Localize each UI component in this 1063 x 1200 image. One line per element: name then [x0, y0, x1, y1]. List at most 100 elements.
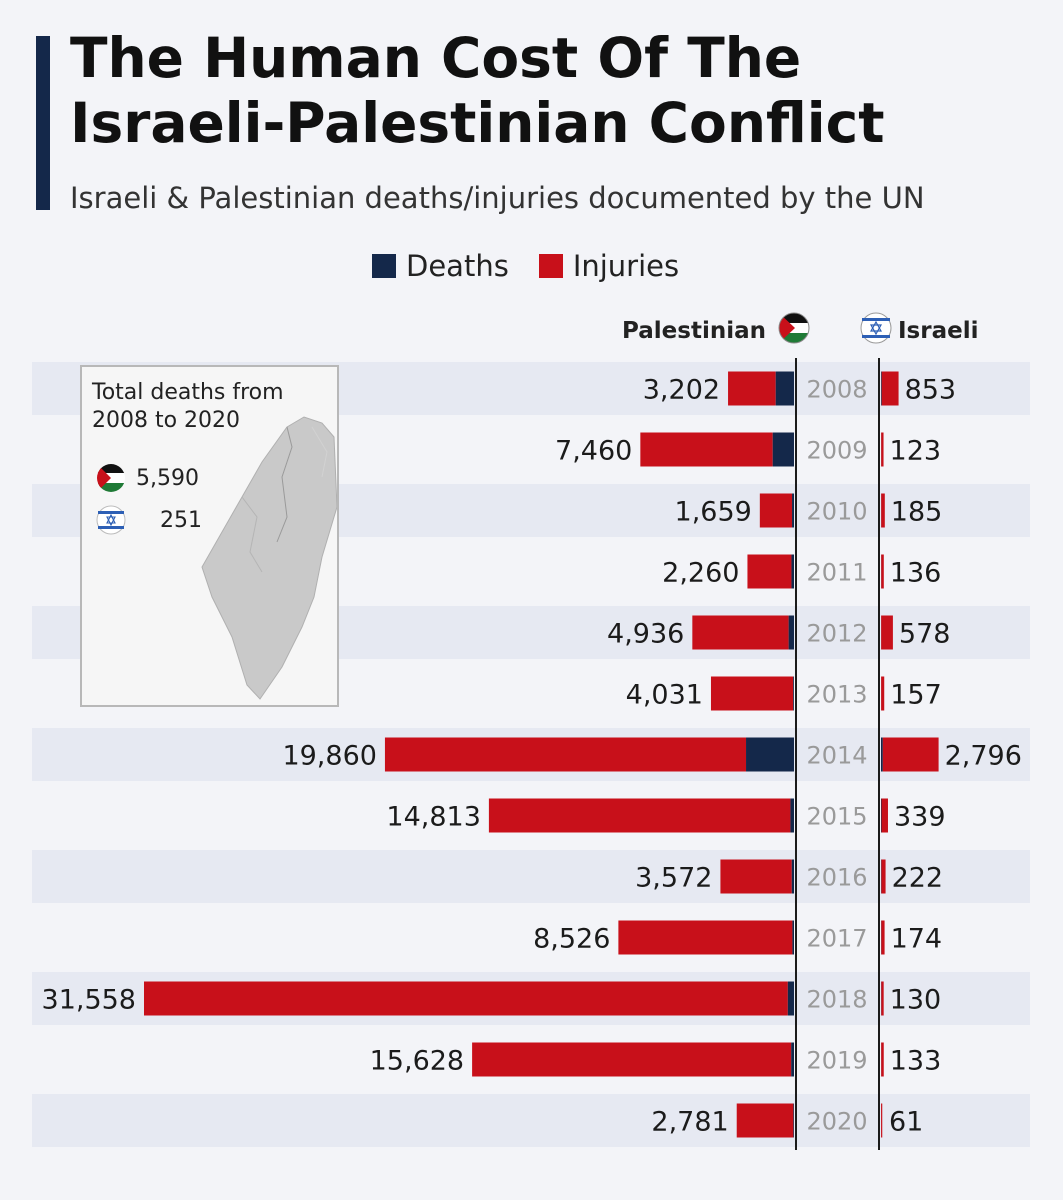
palestinian-value-label: 15,628	[370, 1046, 464, 1077]
palestinian-injuries-bar	[384, 737, 747, 772]
israeli-injuries-bar	[881, 1103, 883, 1138]
israeli-value-label: 2,796	[945, 741, 1022, 772]
legend-item-injuries: Injuries	[538, 249, 680, 283]
palestinian-value-label: 2,781	[651, 1107, 728, 1138]
palestinian-flag-icon	[97, 464, 125, 492]
total-deaths-inset: Total deaths from 2008 to 2020 5,590 251	[80, 365, 339, 707]
palestinian-value-label: 14,813	[386, 802, 480, 833]
palestinian-value-label: 7,460	[555, 436, 632, 467]
palestinian-value-label: 3,572	[635, 863, 712, 894]
israeli-value-label: 222	[892, 863, 944, 894]
palestinian-deaths-bar	[775, 371, 794, 406]
israeli-injuries-bar	[881, 798, 888, 833]
inset-title-line2: 2008 to 2020	[92, 408, 241, 433]
year-label: 2020	[806, 1108, 867, 1136]
year-label: 2012	[806, 620, 867, 648]
legend-item-deaths: Deaths	[372, 249, 509, 283]
year-label: 2010	[806, 498, 867, 526]
israeli-injuries-bar	[881, 1042, 884, 1077]
israeli-injuries-bar	[881, 676, 885, 711]
year-label: 2011	[806, 559, 867, 587]
year-label: 2018	[806, 986, 867, 1014]
palestinian-injuries-bar	[618, 920, 793, 955]
palestinian-injuries-bar	[692, 615, 789, 650]
palestinian-injuries-bar	[640, 432, 773, 467]
israeli-value-label: 174	[891, 924, 943, 955]
palestinian-deaths-bar	[790, 798, 794, 833]
palestinian-deaths-bar	[787, 981, 794, 1016]
palestinian-injuries-bar	[747, 554, 792, 589]
israeli-value-label: 339	[894, 802, 946, 833]
inset-israeli-total: 251	[160, 507, 202, 533]
palestinian-deaths-bar	[791, 1042, 794, 1077]
legend-swatch-injuries	[538, 254, 563, 278]
palestinian-injuries-bar	[720, 859, 792, 894]
israeli-value-label: 133	[890, 1046, 942, 1077]
palestinian-deaths-bar	[791, 859, 794, 894]
palestinian-value-label: 1,659	[675, 497, 752, 528]
israeli-value-label: 123	[890, 436, 942, 467]
year-label: 2008	[806, 376, 867, 404]
palestinian-deaths-bar	[791, 554, 794, 589]
legend-label-injuries: Injuries	[572, 249, 680, 283]
israeli-injuries-bar	[881, 615, 893, 650]
header-israeli-label: Israeli	[898, 318, 978, 344]
row-band	[32, 1094, 1030, 1147]
palestinian-value-label: 8,526	[533, 924, 610, 955]
inset-palestinian-total: 5,590	[136, 465, 199, 491]
palestinian-deaths-bar	[772, 432, 794, 467]
year-label: 2013	[806, 681, 867, 709]
israeli-value-label: 185	[891, 497, 943, 528]
inset-title-line1: Total deaths from	[92, 380, 284, 405]
israeli-injuries-bar	[881, 859, 886, 894]
year-label: 2014	[806, 742, 867, 770]
palestinian-injuries-bar	[144, 981, 788, 1016]
israeli-value-label: 136	[890, 558, 942, 589]
israeli-value-label: 130	[890, 985, 942, 1016]
palestinian-value-label: 2,260	[662, 558, 739, 589]
israeli-deaths-bar	[881, 798, 882, 833]
palestinian-injuries-bar	[736, 1103, 794, 1138]
legend-swatch-deaths	[372, 254, 396, 278]
year-label: 2019	[806, 1047, 867, 1075]
israeli-value-label: 61	[889, 1107, 923, 1138]
palestinian-flag-icon	[778, 312, 810, 344]
column-headers: Palestinian Israeli	[622, 312, 978, 344]
israeli-injuries-bar	[881, 981, 884, 1016]
israeli-value-label: 578	[899, 619, 951, 650]
palestinian-deaths-bar	[746, 737, 794, 772]
israel-map-icon	[201, 416, 337, 700]
chart-title: The Human Cost Of The Israeli-Palestinia…	[70, 26, 885, 155]
legend: Deaths Injuries	[372, 246, 679, 286]
palestinian-injuries-bar	[728, 371, 776, 406]
israeli-flag-icon	[860, 312, 892, 344]
header-palestinian-label: Palestinian	[622, 318, 766, 344]
palestinian-value-label: 3,202	[643, 375, 720, 406]
inset-israeli-row: 251	[96, 505, 202, 535]
palestinian-deaths-bar	[792, 920, 794, 955]
palestinian-value-label: 19,860	[282, 741, 376, 772]
israeli-deaths-bar	[881, 737, 883, 772]
israeli-injuries-bar	[881, 432, 884, 467]
legend-label-deaths: Deaths	[406, 249, 509, 283]
palestinian-value-label: 4,031	[626, 680, 703, 711]
year-label: 2017	[806, 925, 867, 953]
palestinian-value-label: 31,558	[42, 985, 136, 1016]
bars: 3,202 2008 853 7,460 2009 123 1,659 2010 185 2,26…	[42, 371, 1022, 1138]
israeli-injuries-bar	[881, 920, 885, 955]
palestinian-injuries-bar	[710, 676, 794, 711]
chart-subtitle: Israeli & Palestinian deaths/injuries do…	[70, 181, 925, 215]
year-label: 2016	[806, 864, 867, 892]
title-accent-bar	[36, 36, 50, 210]
israeli-injuries-bar	[881, 493, 885, 528]
israeli-injuries-bar	[881, 554, 884, 589]
inset-title: Total deaths from 2008 to 2020	[92, 379, 284, 435]
palestinian-value-label: 4,936	[607, 619, 684, 650]
palestinian-deaths-bar	[792, 493, 794, 528]
israeli-flag-icon	[96, 505, 126, 535]
palestinian-deaths-bar	[793, 676, 794, 711]
palestinian-injuries-bar	[472, 1042, 792, 1077]
palestinian-deaths-bar	[793, 1103, 794, 1138]
inset-palestinian-row: 5,590	[96, 463, 199, 493]
row-band	[32, 850, 1030, 903]
